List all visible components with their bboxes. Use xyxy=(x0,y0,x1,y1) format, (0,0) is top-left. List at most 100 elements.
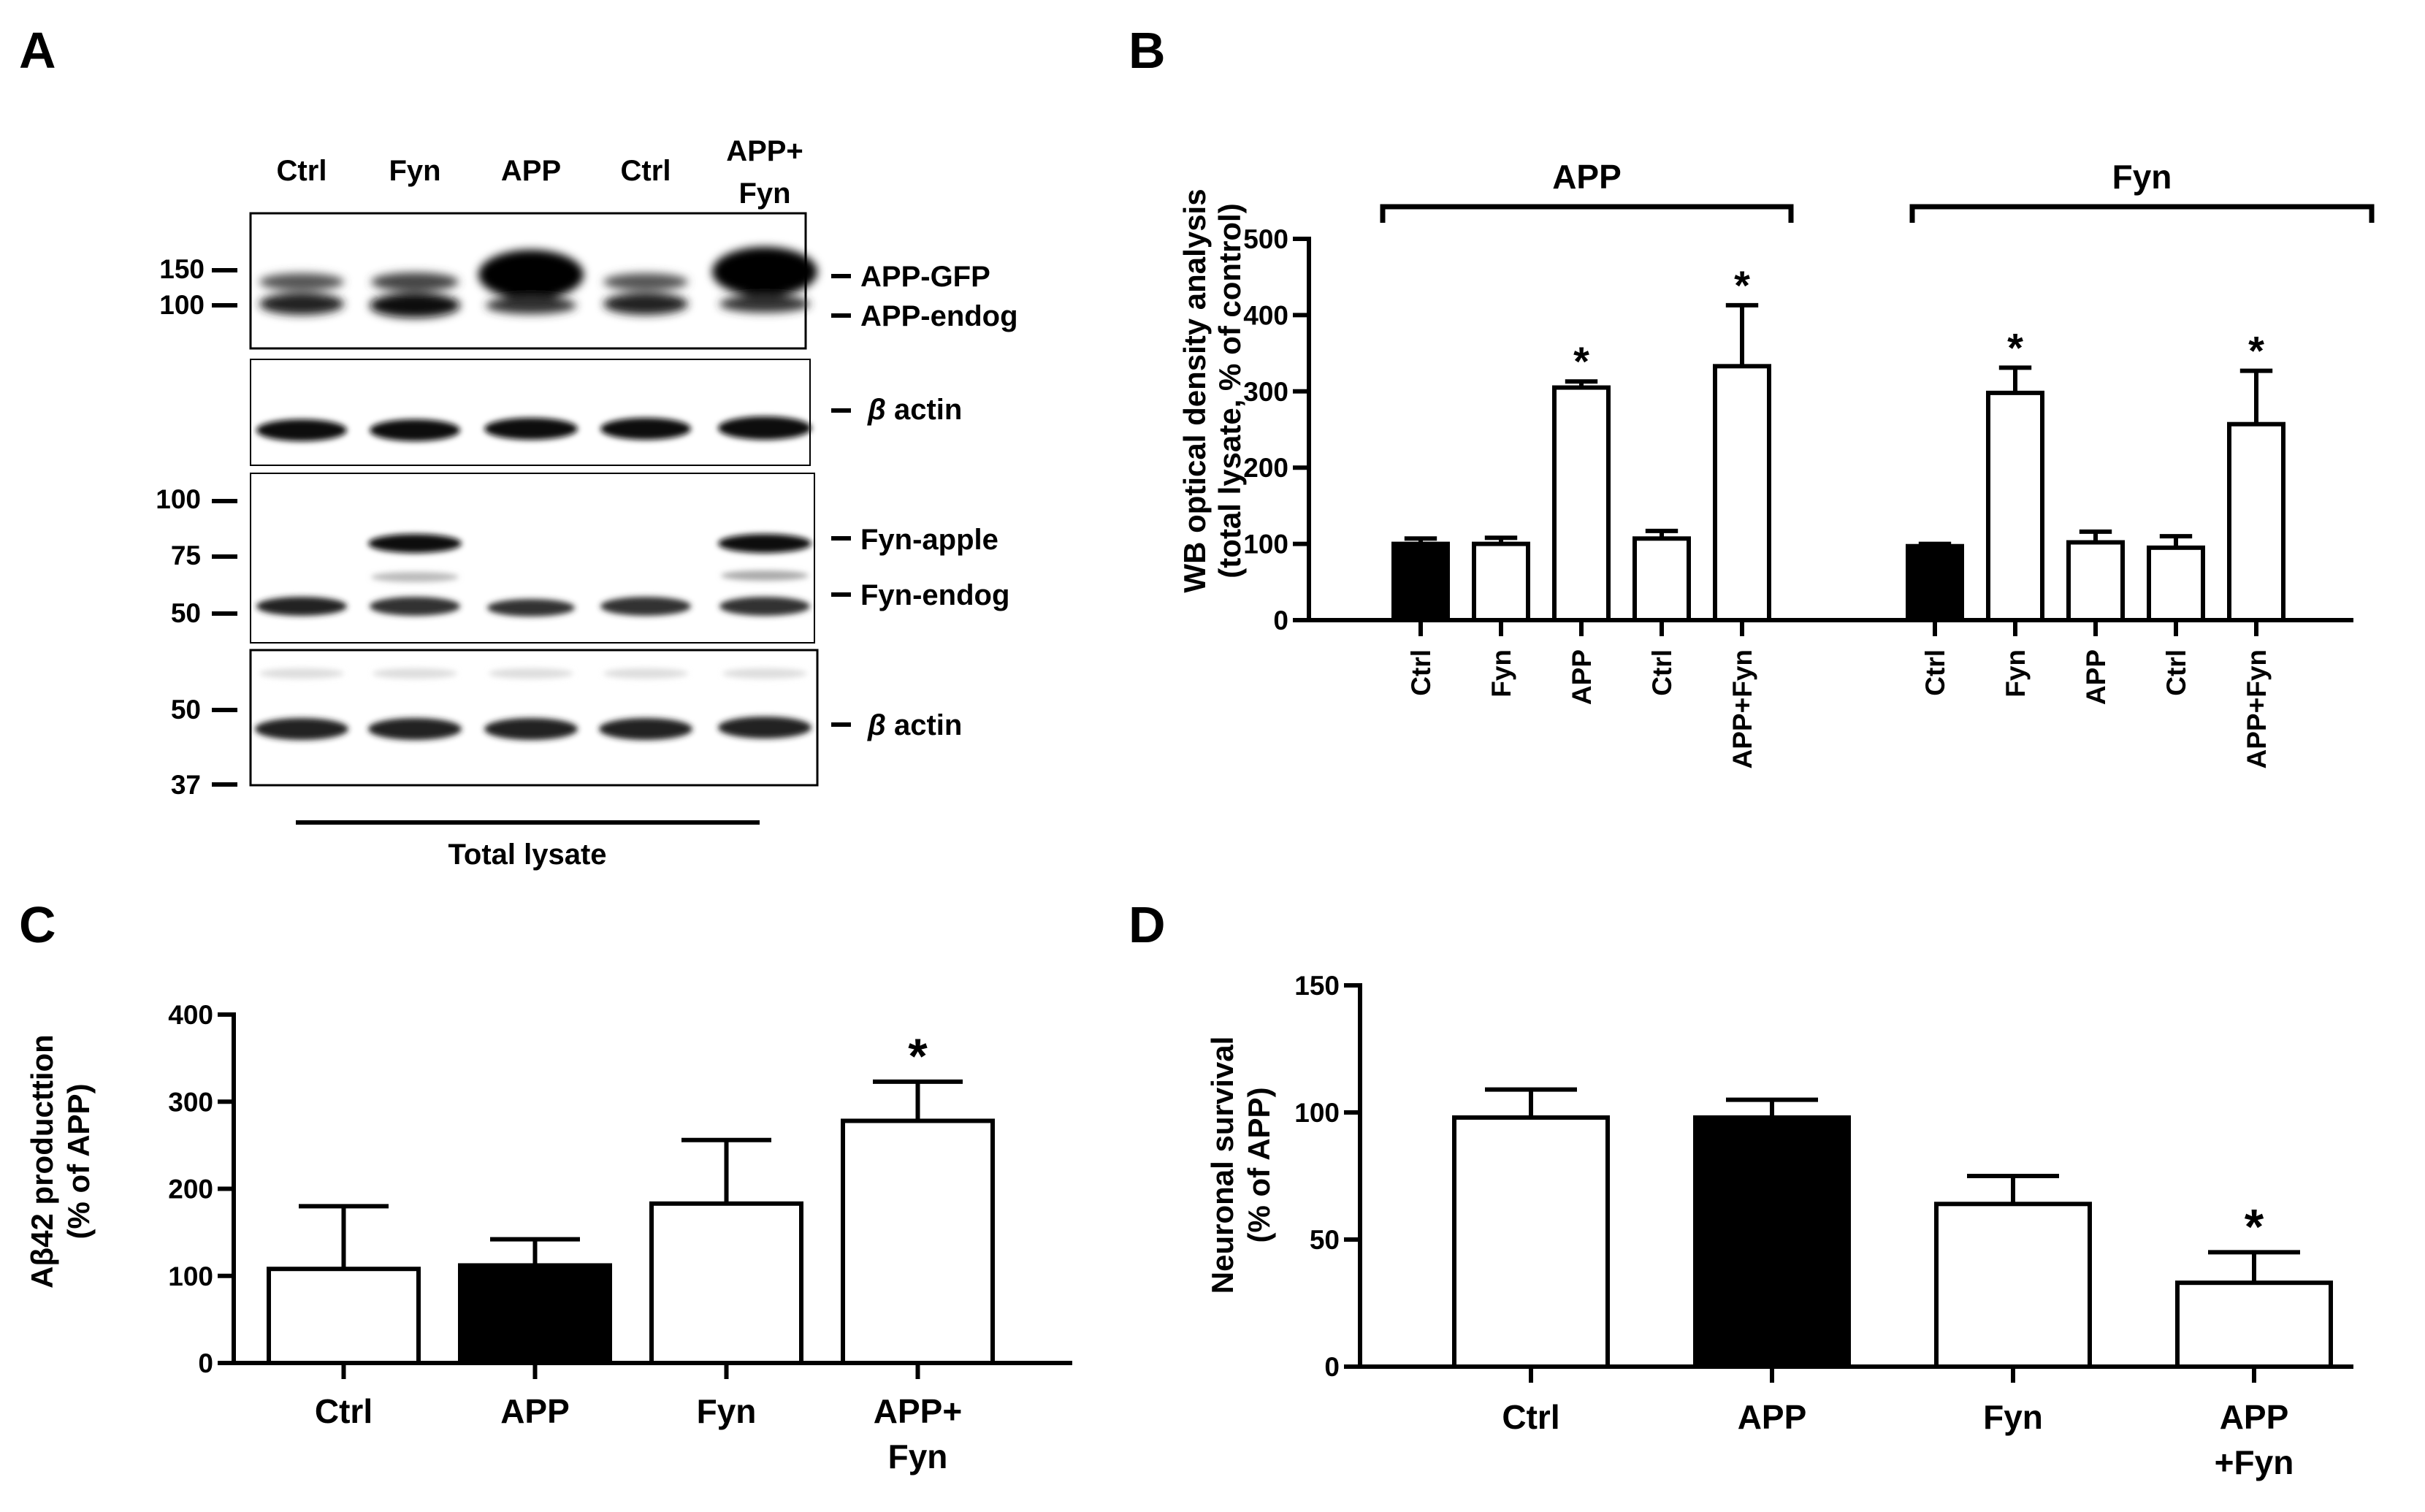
blot-beta-actin-2: 50 37 β actin xyxy=(171,649,962,800)
chart-b-ytick-label: 400 xyxy=(1243,300,1288,330)
chart-c-bar xyxy=(649,1201,803,1365)
lane-label-3: APP xyxy=(501,155,561,187)
chart-c-ylabel-1: Aβ42 producttion xyxy=(25,1034,59,1288)
chart-d: D Neuronal survival (% of APP) 0 50 100 150… xyxy=(1129,896,2353,1481)
chart-b-group-label: APP xyxy=(1552,158,1622,196)
chart-b-xtick-label: APP xyxy=(2081,649,2111,705)
chart-b-ylabel-1: WB optical density analysis xyxy=(1177,188,1212,592)
chart-c-ylabel-2: (% of APP) xyxy=(61,1083,96,1239)
marker-150: 150 xyxy=(159,254,205,284)
chart-d-bar xyxy=(2175,1280,2333,1370)
marker-50-actin: 50 xyxy=(171,695,201,725)
chart-c-bar xyxy=(841,1118,995,1365)
chart-c-ytick-label: 0 xyxy=(198,1348,213,1378)
chart-b-bar xyxy=(1986,390,2044,622)
chart-d-xtick-label: APP xyxy=(2220,1398,2289,1436)
chart-c-xtick-label: APP+ xyxy=(874,1392,962,1430)
chart-b-ytick-label: 300 xyxy=(1243,377,1288,407)
chart-c-ytick-label: 100 xyxy=(168,1261,213,1291)
chart-b-xtick-label: Fyn xyxy=(1486,649,1516,698)
chart-b-bar xyxy=(1906,543,1964,622)
chart-b-xtick-label: APP+Fyn xyxy=(1727,649,1757,768)
chart-c-plot: 0 100 200 300 400 Ctrl APP Fyn APP+ Fyn * xyxy=(168,1000,1072,1475)
total-lysate-label: Total lysate xyxy=(448,839,606,871)
marker-100: 100 xyxy=(159,290,205,320)
panel-label-b: B xyxy=(1129,22,1166,79)
chart-b-xtick-label: APP xyxy=(1567,649,1597,705)
marker-50-fyn: 50 xyxy=(171,598,201,628)
chart-b-xtick-label: APP+Fyn xyxy=(2242,649,2272,768)
chart-b-group-bracket xyxy=(1909,204,2375,223)
band-fyn-endog: Fyn-endog xyxy=(860,579,1009,611)
chart-d-xtick-label: Ctrl xyxy=(1502,1398,1559,1436)
chart-d-ytick-label: 50 xyxy=(1310,1225,1340,1255)
chart-d-ytick-label: 150 xyxy=(1294,971,1340,1001)
lane-label-1: Ctrl xyxy=(277,155,327,187)
chart-b-ylabel-2: (total lysate, % of control) xyxy=(1212,203,1247,578)
chart-d-ytick-label: 0 xyxy=(1324,1352,1340,1382)
chart-d-plot: 0 50 100 150 Ctrl APP Fyn APP +Fyn * xyxy=(1294,971,2353,1481)
western-blot-panel: A Ctrl Fyn APP Ctrl APP+ Fyn xyxy=(19,22,1018,871)
chart-b-xtick-label: Ctrl xyxy=(1406,649,1436,696)
chart-c-bar xyxy=(458,1263,612,1365)
chart-b-plot: 0 100 200 300 400 500 APP Ctrl Fyn APP * Ctrl APP+Fy… xyxy=(1243,158,2375,768)
chart-b-bar xyxy=(2066,540,2125,623)
chart-b-group-label: Fyn xyxy=(2112,158,2172,196)
chart-b-significance: * xyxy=(1734,262,1750,308)
chart-c-bar xyxy=(267,1267,421,1365)
marker-75: 75 xyxy=(171,541,201,570)
chart-b-significance: * xyxy=(1573,338,1589,384)
chart-c-significance: * xyxy=(908,1028,928,1084)
chart-b-xtick-label: Fyn xyxy=(2001,649,2031,698)
chart-b-ytick-label: 0 xyxy=(1273,606,1288,635)
band-app-gfp: APP-GFP xyxy=(860,261,990,293)
panel-label-d: D xyxy=(1129,896,1166,953)
chart-c-ytick-label: 400 xyxy=(168,1000,213,1030)
blot-beta-actin-1: β actin xyxy=(250,359,962,466)
lane-label-5: APP+ xyxy=(726,135,803,167)
band-beta-actin-2: β actin xyxy=(867,709,962,741)
chart-b-xtick-label: Ctrl xyxy=(1920,649,1950,696)
band-beta-actin-1: β actin xyxy=(867,394,962,426)
chart-c: C Aβ42 producttion (% of APP) 0 100 200 300… xyxy=(19,896,1072,1475)
chart-b-xtick-label: Ctrl xyxy=(2161,649,2191,696)
chart-d-bar xyxy=(1452,1115,1610,1369)
chart-b-ytick-label: 200 xyxy=(1243,453,1288,483)
chart-b-bar xyxy=(1632,536,1691,622)
panel-label-c: C xyxy=(19,896,56,953)
chart-d-bar xyxy=(1934,1202,2092,1370)
chart-d-xtick-label: Fyn xyxy=(1983,1398,2043,1436)
chart-d-ylabel-2: (% of APP) xyxy=(1242,1087,1276,1242)
chart-c-xtick-label: Fyn xyxy=(697,1392,757,1430)
band-app-endog: APP-endog xyxy=(860,300,1018,332)
marker-100-fyn: 100 xyxy=(156,484,201,514)
blot-fyn: 100 75 50 Fyn-apple Fyn-endog xyxy=(156,473,1009,644)
lane-label-2: Fyn xyxy=(389,155,440,187)
chart-b-bar xyxy=(2147,545,2205,623)
chart-c-xtick-label: Ctrl xyxy=(315,1392,373,1430)
chart-b-bar xyxy=(2227,421,2285,623)
lane-headers: Ctrl Fyn APP Ctrl APP+ Fyn xyxy=(277,135,803,210)
chart-d-significance: * xyxy=(2245,1199,2264,1254)
chart-b: B WB optical density analysis (total lys… xyxy=(1129,22,2375,768)
lane-label-4: Ctrl xyxy=(621,155,671,187)
chart-d-ytick-label: 100 xyxy=(1294,1098,1340,1128)
band-fyn-apple: Fyn-apple xyxy=(860,524,998,556)
chart-d-ylabel-1: Neuronal survival xyxy=(1205,1036,1240,1294)
chart-c-xtick-label: APP xyxy=(500,1392,570,1430)
chart-b-bar xyxy=(1713,364,1771,622)
chart-c-xtick-label-line2: Fyn xyxy=(888,1437,948,1475)
chart-c-ytick-label: 200 xyxy=(168,1175,213,1204)
chart-b-ytick-label: 500 xyxy=(1243,224,1288,254)
chart-d-xtick-label-line2: +Fyn xyxy=(2215,1443,2294,1481)
marker-37: 37 xyxy=(171,770,201,800)
chart-c-ytick-label: 300 xyxy=(168,1087,213,1117)
chart-b-significance: * xyxy=(2007,324,2023,370)
chart-b-xtick-label: Ctrl xyxy=(1647,649,1677,696)
lane-label-5-line2: Fyn xyxy=(738,177,790,210)
chart-b-bar xyxy=(1391,541,1450,622)
chart-b-bar xyxy=(1472,541,1530,622)
chart-d-bar xyxy=(1693,1115,1851,1369)
chart-b-ytick-label: 100 xyxy=(1243,530,1288,560)
